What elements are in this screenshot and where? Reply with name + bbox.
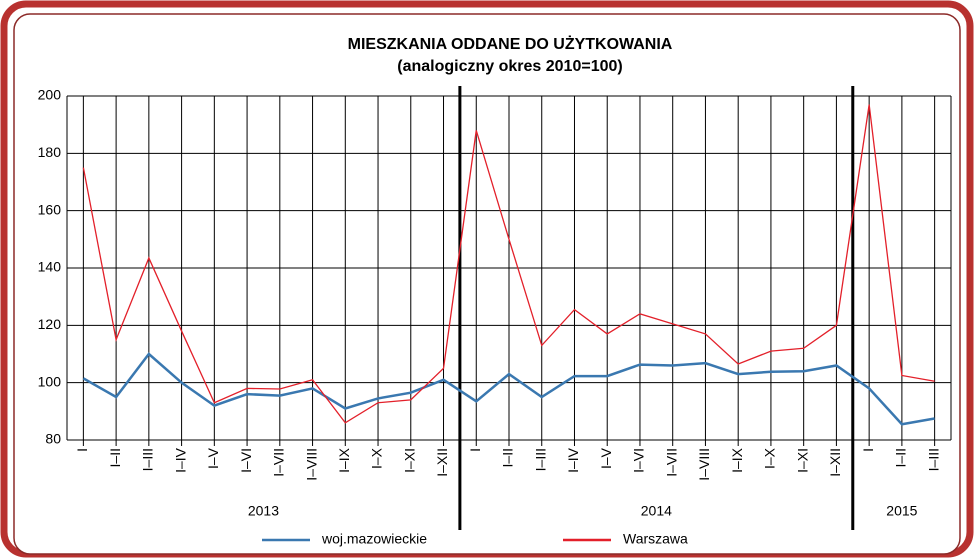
year-label: 2014 — [641, 503, 672, 519]
x-tick-label: I–VIII — [303, 448, 319, 481]
x-tick-label: I–VII — [663, 448, 679, 477]
x-tick-label: I–XI — [401, 448, 417, 473]
x-tick-label: I–II — [107, 448, 123, 467]
chart-subtitle: (analogiczny okres 2010=100) — [397, 58, 622, 75]
x-tick-label: I–VI — [238, 448, 254, 473]
x-tick-label: I–VII — [271, 448, 287, 477]
x-tick-label: I–V — [205, 447, 221, 469]
x-tick-label: I–VIII — [696, 448, 712, 481]
year-label: 2015 — [886, 503, 917, 519]
x-tick-label: I–VI — [631, 448, 647, 473]
x-tick-label: I–V — [598, 447, 614, 469]
x-tick-label: I–IX — [729, 447, 745, 473]
x-tick-label: I–II — [500, 448, 516, 467]
x-tick-label: I–X — [369, 447, 385, 469]
y-tick-label: 140 — [38, 259, 62, 275]
inner-frame — [13, 13, 961, 555]
chart-title: MIESZKANIA ODDANE DO UŻYTKOWANIA — [348, 35, 673, 53]
x-tick-label: I — [467, 448, 483, 452]
x-tick-label: I–III — [925, 448, 941, 471]
legend-label: woj.mazowieckie — [321, 531, 427, 547]
x-tick-label: I–III — [140, 448, 156, 471]
series-line — [82, 352, 935, 426]
y-tick-label: 200 — [38, 87, 62, 103]
y-tick-label: 100 — [38, 373, 62, 389]
x-tick-label: I–XI — [794, 448, 810, 473]
legend-label: Warszawa — [623, 531, 688, 547]
x-tick-label: I–IV — [172, 447, 188, 473]
x-tick-label: I–X — [762, 447, 778, 469]
x-tick-label: I–XII — [434, 448, 450, 477]
x-tick-label: I–XII — [827, 448, 843, 477]
y-tick-label: 180 — [38, 144, 62, 160]
x-tick-label: I–III — [532, 448, 548, 471]
y-tick-label: 80 — [45, 431, 61, 447]
x-tick-label: I — [860, 448, 876, 452]
x-tick-label: I–IX — [336, 447, 352, 473]
series-line — [82, 104, 935, 424]
y-tick-label: 160 — [38, 201, 62, 217]
y-tick-label: 120 — [38, 316, 62, 332]
year-label: 2013 — [248, 503, 279, 519]
x-tick-label: I — [74, 448, 90, 452]
x-tick-label: I–IV — [565, 447, 581, 473]
x-tick-label: I–II — [893, 448, 909, 467]
